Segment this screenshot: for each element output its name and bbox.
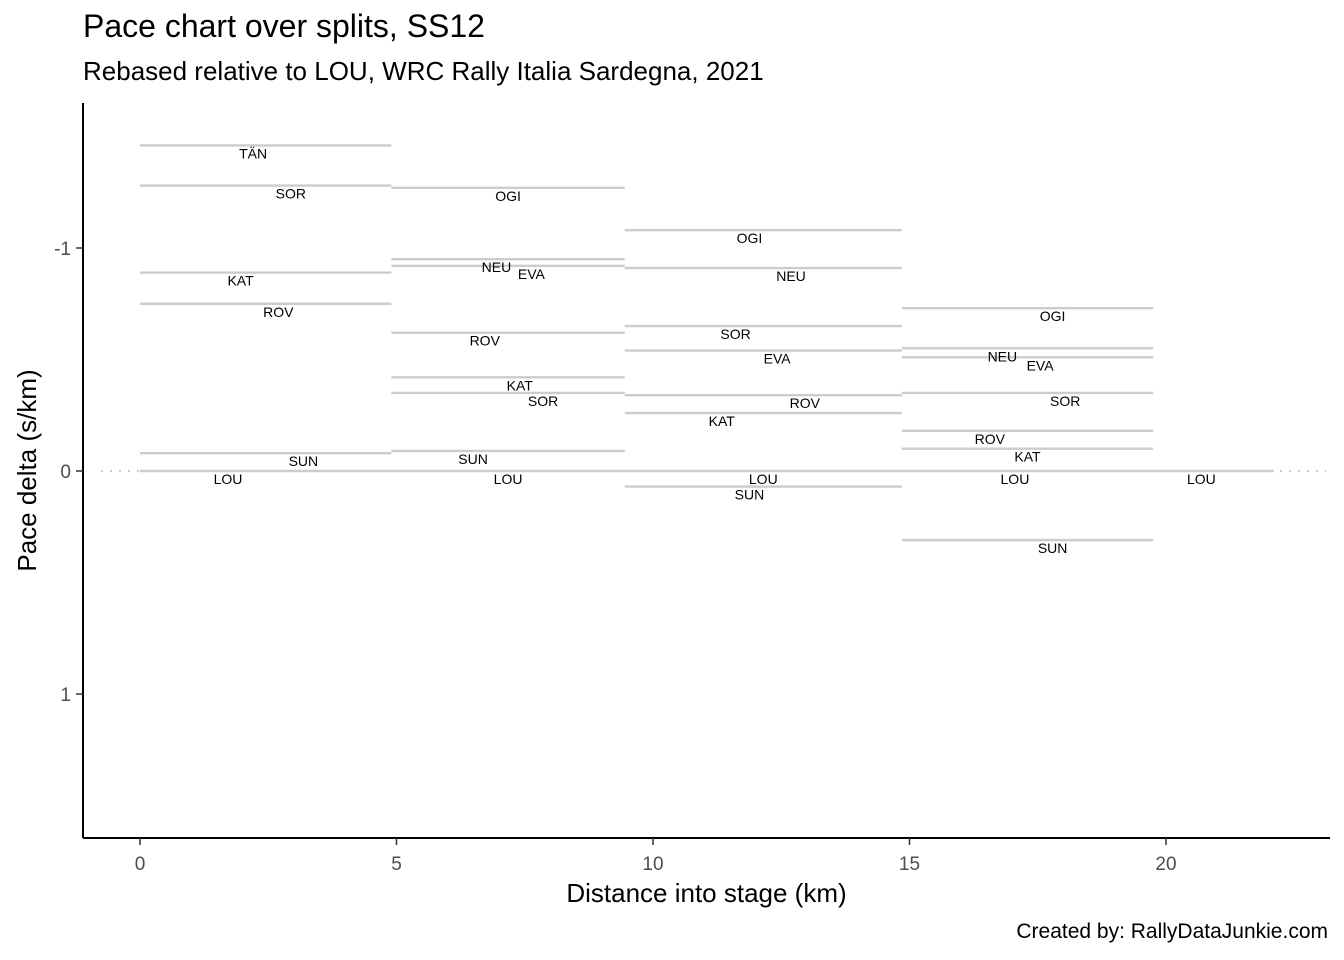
y-tick-label: -1 [54,239,71,260]
segment-label: SOR [276,186,306,202]
y-tick-label: 1 [60,685,71,706]
segment-label: ROV [975,431,1006,447]
axes-layer: 0 5 10 15 20 -1 0 1 [54,103,1330,875]
segment-label: ROV [790,395,821,411]
segment-label: SOR [528,393,558,409]
segment-label: SUN [1038,540,1068,556]
segment-label: KAT [709,413,736,429]
chart-subtitle: Rebased relative to LOU, WRC Rally Itali… [83,56,764,86]
x-tick-label: 20 [1155,854,1176,875]
x-tick-label: 15 [899,854,920,875]
segment-label: SOR [720,326,750,342]
segment-label: TÄN [239,145,267,161]
segments-layer [140,144,1274,542]
caption: Created by: RallyDataJunkie.com [1016,920,1328,943]
segment-label: EVA [1027,357,1055,373]
segment-label: OGI [495,188,521,204]
segment-label: LOU [1187,471,1216,487]
segment-label: LOU [214,471,243,487]
segment-label: KAT [1014,449,1041,465]
segment-label: SUN [289,453,319,469]
segment-label: NEU [988,348,1018,364]
x-axis-title: Distance into stage (km) [566,878,846,908]
y-tick-label: 0 [60,462,71,483]
y-axis-title: Pace delta (s/km) [12,369,42,571]
segment-label: KAT [507,377,534,393]
segment-label: LOU [1001,471,1030,487]
segment-label: OGI [737,230,763,246]
segment-label: LOU [749,471,778,487]
segment-label: EVA [518,266,546,282]
x-tick-label: 10 [642,854,663,875]
chart-title: Pace chart over splits, SS12 [83,8,485,44]
segment-label: NEU [482,259,512,275]
segment-label: SUN [458,451,488,467]
segment-label: EVA [764,351,792,367]
segment-label: LOU [494,471,523,487]
segment-label: ROV [470,333,501,349]
segment-label: ROV [263,304,294,320]
segment-label: KAT [227,273,254,289]
segment-label: SUN [735,487,765,503]
segment-label: OGI [1040,308,1066,324]
segment-label: SOR [1050,393,1080,409]
x-tick-label: 5 [391,854,402,875]
segment-label: NEU [776,268,806,284]
x-tick-label: 0 [135,854,146,875]
